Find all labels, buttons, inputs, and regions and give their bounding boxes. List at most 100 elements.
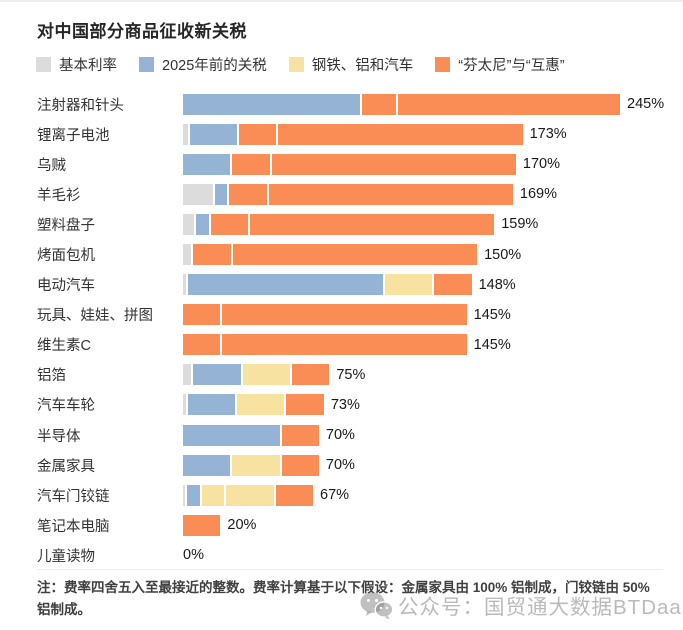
bar-segment-fentanyl	[291, 364, 330, 386]
legend-swatch-base	[36, 57, 51, 72]
stacked-bar	[183, 514, 221, 536]
legend-swatch-steel	[288, 57, 304, 72]
category-label: 羊毛衫	[37, 187, 81, 204]
stacked-bar	[183, 93, 621, 115]
stacked-bar	[183, 454, 319, 476]
bar-row: 维生素C 145%	[0, 330, 683, 360]
bar-segment-fentanyl	[275, 484, 314, 506]
bar-segment-steel	[232, 454, 280, 476]
bar-row: 笔记本电脑 20%	[0, 510, 683, 540]
category-label: 玩具、娃娃、拼图	[37, 308, 153, 325]
category-label: 塑料盘子	[37, 217, 95, 234]
bar-segment-base	[183, 213, 194, 235]
bar-segment-pre2025	[214, 183, 228, 205]
value-label: 0%	[183, 547, 204, 564]
bar-segment-fentanyl	[434, 274, 472, 296]
legend-label: 2025年前的关税	[162, 58, 267, 74]
bar-segment-steel	[226, 484, 274, 506]
bar-segment-steel	[242, 364, 290, 386]
stacked-bar	[183, 484, 314, 506]
footnote-divider	[37, 569, 663, 570]
bar-segment-pre2025	[183, 454, 231, 476]
stacked-bar	[183, 213, 495, 235]
bar-segment-fentanyl	[222, 304, 467, 326]
bar-row: 塑料盘子 159%	[0, 209, 683, 239]
bar-row: 乌贼 170%	[0, 149, 683, 179]
bar-segment-pre2025	[187, 394, 236, 416]
category-label: 汽车车轮	[37, 398, 95, 415]
bar-segment-pre2025	[183, 93, 361, 115]
bar-segment-fentanyl	[278, 123, 523, 145]
stacked-bar	[183, 364, 330, 386]
value-label: 70%	[325, 427, 355, 444]
bar-segment-fentanyl	[210, 213, 248, 235]
bar-segment-pre2025	[183, 424, 280, 446]
legend-swatch-fentanyl	[435, 57, 451, 72]
watermark-text: 公众号：国贸通大数据BTDaaS	[398, 596, 683, 619]
bar-segment-fentanyl	[183, 514, 221, 536]
legend-label: 钢铁、铝和汽车	[311, 58, 414, 74]
legend-item-pre2025: 2025年前的关税	[139, 54, 267, 75]
bar-row: 汽车门铰链 67%	[0, 480, 683, 510]
footnote: 注：费率四舍五入至最接近的整数。费率计算基于以下假设：金属家具由 100% 铝制…	[37, 580, 650, 617]
bar-segment-fentanyl	[232, 244, 478, 266]
bar-segment-pre2025	[195, 213, 209, 235]
value-label: 159%	[501, 216, 539, 233]
bar-segment-steel	[384, 274, 433, 296]
category-label: 锂离子电池	[37, 127, 110, 144]
bar-segment-fentanyl	[183, 334, 221, 356]
category-label: 笔记本电脑	[37, 518, 110, 535]
value-label: 148%	[478, 276, 516, 293]
bar-segment-pre2025	[193, 364, 241, 386]
bar-segment-fentanyl	[268, 183, 513, 205]
value-label: 70%	[325, 457, 355, 474]
bar-row: 玩具、娃娃、拼图 145%	[0, 300, 683, 330]
value-label: 169%	[519, 186, 558, 203]
stacked-bar	[183, 183, 513, 205]
bar-segment-fentanyl	[362, 93, 397, 115]
bar-segment-fentanyl	[286, 394, 324, 416]
bar-segment-base	[183, 274, 186, 296]
value-label: 170%	[522, 156, 560, 173]
value-label: 20%	[227, 517, 257, 534]
bar-row: 锂离子电池 173%	[0, 119, 683, 149]
bar-segment-base	[183, 364, 192, 386]
value-label: 245%	[627, 96, 665, 113]
bar-segment-steel	[237, 394, 285, 416]
bar-segment-fentanyl	[232, 153, 270, 175]
bar-segment-fentanyl	[249, 213, 495, 235]
legend: 基本利率 2025年前的关税 钢铁、铝和汽车 “芬太尼”与“互惠”	[36, 54, 565, 75]
wechat-icon	[360, 591, 393, 619]
bar-segment-fentanyl	[222, 334, 467, 356]
bar-segment-steel	[201, 484, 225, 506]
category-label: 半导体	[37, 428, 81, 445]
category-label: 金属家具	[37, 458, 95, 475]
stacked-bar	[183, 394, 324, 416]
value-label: 145%	[473, 306, 511, 323]
bar-segment-fentanyl	[193, 244, 231, 266]
bar-segment-base	[183, 183, 213, 205]
category-label: 电动汽车	[37, 278, 95, 295]
bar-chart: 注射器和针头 245% 锂离子电池 173% 乌贼 170% 羊毛衫 169% 塑料盘子 159%…	[0, 89, 683, 571]
stacked-bar	[183, 424, 319, 446]
legend-item-fentanyl: “芬太尼”与“互惠”	[435, 54, 565, 75]
bar-row: 电动汽车 148%	[0, 270, 683, 300]
stacked-bar	[183, 244, 478, 266]
category-label: 汽车门铰链	[37, 488, 110, 505]
category-label: 铝箔	[37, 368, 66, 385]
value-label: 75%	[336, 366, 366, 383]
bar-segment-fentanyl	[271, 153, 516, 175]
bar-row: 儿童读物 0%	[0, 540, 683, 570]
bar-segment-base	[183, 484, 185, 506]
bar-segment-base	[183, 123, 188, 145]
watermark: 公众号：国贸通大数据BTDaaS	[360, 590, 683, 620]
category-label: 儿童读物	[37, 548, 95, 565]
value-label: 145%	[473, 336, 511, 353]
value-label: 73%	[330, 396, 360, 413]
category-label: 注射器和针头	[37, 97, 124, 114]
bar-row: 半导体 70%	[0, 420, 683, 450]
stacked-bar	[183, 274, 472, 296]
category-label: 烤面包机	[37, 248, 95, 265]
bar-segment-base	[183, 394, 186, 416]
